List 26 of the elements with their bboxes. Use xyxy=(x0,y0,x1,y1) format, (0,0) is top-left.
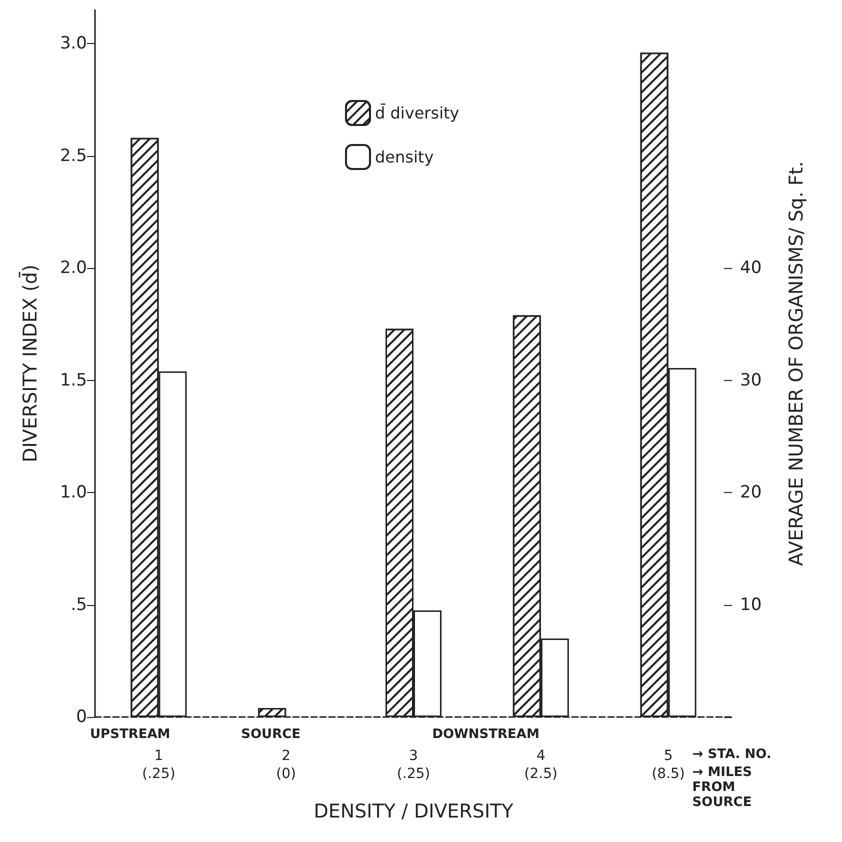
y2-axis-title: AVERAGE NUMBER OF ORGANISMS/ Sq. Ft. xyxy=(786,161,808,566)
x-axis-title: DENSITY / DIVERSITY xyxy=(314,800,514,822)
y2-tick-label: 30 xyxy=(740,370,762,390)
x-tick-label: 4 (2.5) xyxy=(524,748,558,782)
y-tick-label: 0 xyxy=(76,707,87,727)
y2-tick-label: 20 xyxy=(740,482,762,503)
text: UPSTREAM xyxy=(90,727,170,742)
text: → STA. NO. xyxy=(692,747,772,762)
x-tick-label: 2 (0) xyxy=(276,748,296,782)
text: SOURCE xyxy=(241,727,301,742)
y-tick-label: 2.0 xyxy=(60,258,87,278)
x-tick-label: 3 (.25) xyxy=(396,748,430,782)
y-tick-label: .5 xyxy=(70,594,87,615)
x-tick-label: 1 (.25) xyxy=(142,748,176,782)
text: DOWNSTREAM xyxy=(432,727,540,742)
y-axis-title: DIVERSITY INDEX (d̄) xyxy=(18,264,42,462)
legend-label: d̄ diversity xyxy=(375,104,460,122)
y-tick-label: 1.5 xyxy=(60,370,87,390)
y-tick-label: 2.5 xyxy=(60,146,87,166)
y2-tick-label: 40 xyxy=(740,258,762,278)
y2-tick-label: 10 xyxy=(740,594,762,615)
text: → MILES FROM SOURCE xyxy=(692,765,757,810)
y-tick-label: 1.0 xyxy=(60,482,87,503)
legend-label: density xyxy=(375,148,434,166)
x-tick-label: 5 (8.5) xyxy=(652,748,685,782)
y-tick-label: 3.0 xyxy=(60,34,87,54)
